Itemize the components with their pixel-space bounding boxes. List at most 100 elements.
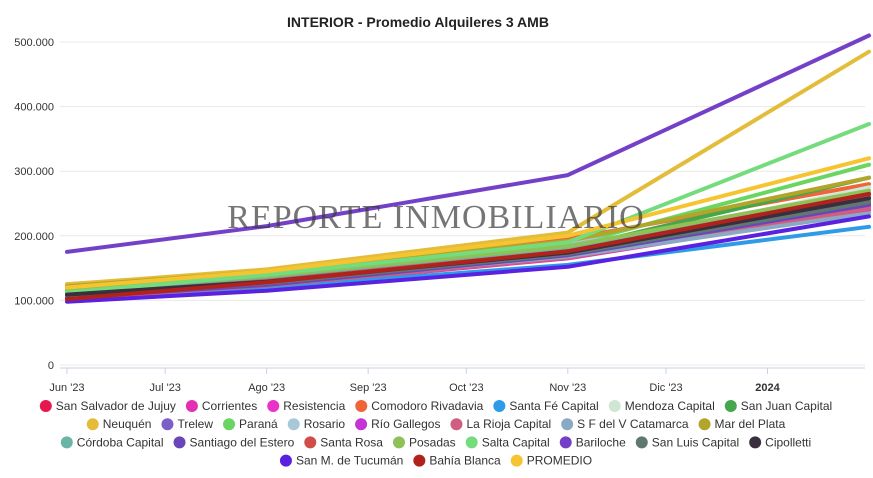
legend-item[interactable]: San M. de Tucumán	[279, 454, 403, 468]
legend-item[interactable]: San Salvador de Jujuy	[39, 399, 176, 413]
legend-label: Mendoza Capital	[625, 399, 715, 413]
y-tick-label: 100.000	[14, 295, 54, 307]
legend-label: San Juan Capital	[741, 399, 832, 413]
x-tick-label: Jul '23	[149, 382, 180, 394]
legend-item[interactable]: Comodoro Rivadavia	[355, 399, 484, 413]
legend-item[interactable]: PROMEDIO	[510, 454, 592, 468]
legend-label: Neuquén	[103, 417, 152, 431]
legend-item[interactable]: S F del V Catamarca	[561, 417, 689, 431]
x-tick-label: Dic '23	[649, 382, 682, 394]
legend-item[interactable]: Corrientes	[185, 399, 257, 413]
legend-item[interactable]: Cipolletti	[749, 435, 811, 449]
legend-swatch	[279, 454, 292, 467]
legend-label: Bariloche	[576, 435, 626, 449]
legend-label: Comodoro Rivadavia	[371, 399, 483, 413]
y-tick-label: 200.000	[14, 231, 54, 243]
legend-label: Trelew	[177, 417, 213, 431]
legend-item[interactable]: Neuquén	[86, 417, 152, 431]
legend-label: Rosario	[304, 417, 346, 431]
y-tick-label: 0	[48, 360, 54, 372]
legend-label: Resistencia	[283, 399, 345, 413]
legend-swatch	[493, 400, 506, 412]
legend-item[interactable]: Santa Fé Capital	[493, 399, 599, 413]
legend-swatch	[287, 418, 300, 431]
x-tick-label: Nov '23	[549, 382, 586, 394]
legend-label: Salta Capital	[482, 435, 550, 449]
legend-swatch	[465, 436, 478, 449]
y-tick-label: 400.000	[14, 102, 54, 114]
legend-label: La Rioja Capital	[466, 417, 551, 431]
legend-label: San M. de Tucumán	[296, 454, 403, 468]
legend-item[interactable]: Mar del Plata	[698, 417, 786, 431]
legend: San Salvador de Jujuy Corrientes Resistenc…	[39, 399, 832, 468]
legend-item[interactable]: Córdoba Capital	[60, 435, 164, 449]
legend-label: San Salvador de Jujuy	[56, 399, 176, 413]
legend-swatch	[450, 418, 463, 431]
legend-label: Santa Fé Capital	[509, 399, 598, 413]
legend-label: Río Gallegos	[371, 417, 440, 431]
legend-label: S F del V Catamarca	[577, 417, 689, 431]
legend-swatch	[185, 400, 198, 412]
series-line[interactable]	[65, 33, 871, 254]
legend-swatch	[39, 400, 52, 412]
legend-item[interactable]: Santa Rosa	[304, 435, 383, 449]
legend-swatch	[60, 436, 73, 449]
legend-swatch	[173, 436, 186, 449]
series-line[interactable]	[65, 156, 871, 290]
legend-item[interactable]: Trelew	[161, 417, 213, 431]
series-line[interactable]	[65, 214, 871, 304]
series-line[interactable]	[65, 122, 871, 295]
legend-swatch	[724, 400, 737, 412]
legend-item[interactable]: Resistencia	[267, 399, 346, 413]
legend-label: San Luis Capital	[652, 435, 739, 449]
legend-swatch	[161, 418, 174, 431]
legend-label: Paraná	[239, 417, 278, 431]
legend-item[interactable]: San Luis Capital	[635, 435, 739, 449]
x-tick-label: Oct '23	[449, 382, 484, 394]
series-layer	[65, 33, 871, 304]
legend-swatch	[510, 454, 523, 467]
legend-label: Cipolletti	[765, 435, 811, 449]
series-line[interactable]	[65, 191, 871, 302]
axis-layer: 0 100.000 200.000 300.000 400.000 500.000 Jun …	[14, 37, 865, 394]
legend-item[interactable]: Salta Capital	[465, 435, 550, 449]
legend-swatch	[86, 418, 99, 431]
legend-label: Córdoba Capital	[77, 435, 164, 449]
legend-label: Santiago del Estero	[190, 435, 295, 449]
legend-label: Posadas	[409, 435, 456, 449]
y-tick-label: 500.000	[14, 37, 54, 49]
legend-item[interactable]: Mendoza Capital	[608, 399, 715, 413]
legend-item[interactable]: La Rioja Capital	[450, 417, 551, 431]
legend-swatch	[561, 418, 574, 431]
legend-swatch	[635, 436, 648, 449]
y-tick-label: 300.000	[14, 166, 54, 178]
legend-item[interactable]: Santiago del Estero	[173, 435, 295, 449]
watermark-text: REPORTE INMOBILIARIO	[227, 199, 644, 236]
legend-swatch	[267, 400, 280, 412]
legend-item[interactable]: San Juan Capital	[724, 399, 832, 413]
legend-item[interactable]: Rosario	[287, 417, 346, 431]
legend-swatch	[355, 418, 368, 431]
legend-item[interactable]: Posadas	[392, 435, 456, 449]
legend-swatch	[608, 400, 621, 412]
x-tick-label: Jun '23	[49, 382, 84, 394]
legend-item[interactable]: Bariloche	[559, 435, 626, 449]
legend-item[interactable]: Paraná	[223, 417, 278, 431]
x-tick-label: 2024	[755, 382, 780, 394]
legend-swatch	[413, 454, 426, 467]
legend-item[interactable]: Río Gallegos	[355, 417, 440, 431]
legend-swatch	[749, 436, 762, 449]
legend-label: Corrientes	[202, 399, 257, 413]
legend-item[interactable]: Bahía Blanca	[413, 454, 501, 468]
legend-swatch	[392, 436, 405, 449]
legend-swatch	[223, 418, 236, 431]
legend-label: Santa Rosa	[320, 435, 383, 449]
chart-title: INTERIOR - Promedio Alquileres 3 AMB	[287, 14, 549, 30]
legend-swatch	[355, 400, 368, 412]
legend-swatch	[559, 436, 572, 449]
legend-swatch	[304, 436, 317, 449]
x-tick-label: Sep '23	[350, 382, 387, 394]
x-tick-label: Ago '23	[248, 382, 285, 394]
